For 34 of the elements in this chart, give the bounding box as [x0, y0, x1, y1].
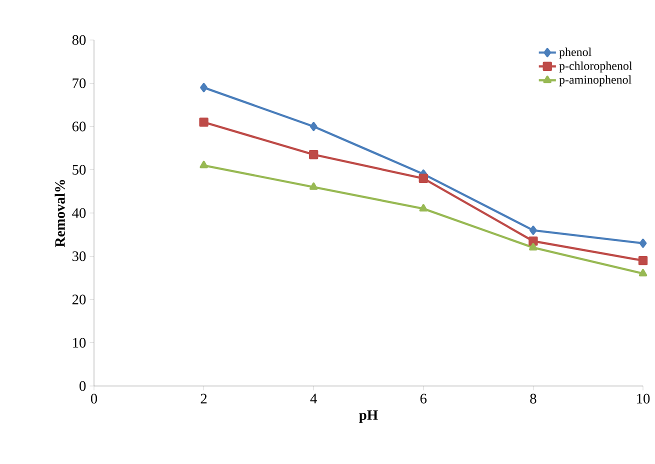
x-tick-label: 4 [310, 394, 317, 404]
y-tick-label: 70 [72, 78, 86, 88]
point [310, 122, 318, 132]
point [639, 238, 647, 248]
x-tick-label: 0 [90, 394, 98, 404]
point [529, 226, 537, 235]
point [199, 118, 208, 127]
point [638, 256, 648, 266]
x-tick-label: 8 [530, 394, 536, 404]
point [419, 204, 428, 212]
x-axis-title: pH [359, 410, 378, 423]
point [200, 82, 208, 92]
legend-label: p-aminophenol [559, 75, 632, 86]
y-axis-title: Removal% [54, 180, 65, 248]
y-tick-label: 50 [72, 164, 86, 175]
y-tick-label: 20 [72, 294, 86, 304]
x-tick-label: 6 [420, 394, 427, 404]
point [528, 236, 538, 246]
y-tick-label: 80 [72, 35, 86, 45]
legend-label: p-chlorophenol [559, 61, 632, 72]
point [200, 160, 208, 168]
y-tick-label: 30 [72, 251, 86, 262]
point [418, 174, 428, 183]
point [638, 268, 648, 276]
point [309, 150, 318, 160]
x-tick-label: 10 [637, 394, 650, 404]
point [309, 182, 318, 190]
x-tick-label: 2 [200, 394, 207, 404]
y-tick-label: 40 [72, 208, 86, 218]
point [529, 243, 538, 250]
y-tick-label: 60 [72, 122, 86, 132]
y-tick-label: 0 [80, 381, 86, 391]
legend-label: phenol [559, 48, 592, 59]
y-tick-label: 10 [73, 338, 86, 348]
